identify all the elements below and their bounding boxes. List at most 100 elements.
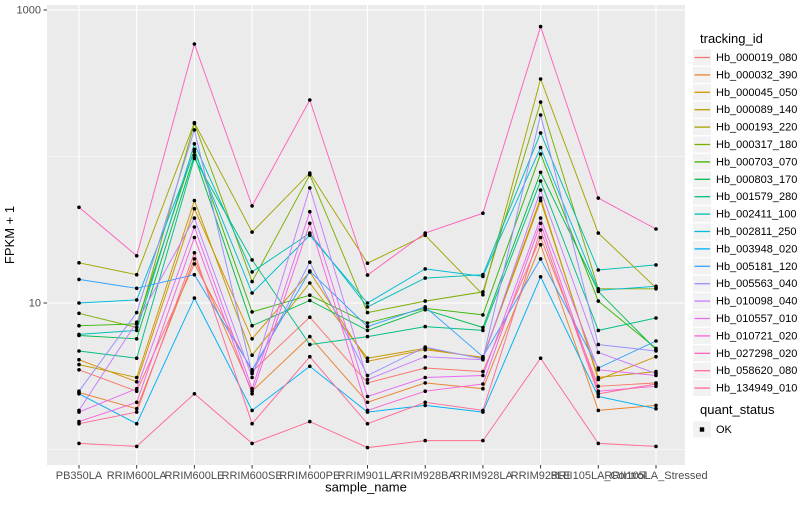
data-point	[134, 254, 139, 258]
data-point	[481, 328, 485, 333]
data-point	[365, 301, 370, 305]
data-point	[596, 375, 601, 380]
data-point	[538, 113, 543, 117]
data-point	[134, 380, 139, 384]
data-point	[192, 206, 197, 211]
data-point	[308, 260, 312, 265]
legend-item-Hb_010721_020: Hb_010721_020	[693, 327, 797, 344]
data-point	[134, 400, 139, 405]
data-point	[365, 328, 370, 333]
data-point	[423, 345, 428, 349]
data-point	[250, 310, 254, 314]
data-point	[596, 299, 601, 303]
data-point	[250, 291, 254, 295]
legend-item-label: Hb_001579_280	[716, 191, 797, 203]
data-point	[250, 230, 254, 234]
data-point	[308, 334, 312, 339]
data-point	[538, 275, 543, 279]
data-point	[250, 258, 254, 262]
data-point	[481, 274, 485, 279]
legend-item-Hb_005181_120: Hb_005181_120	[693, 258, 797, 275]
data-point	[77, 389, 81, 394]
data-point	[192, 257, 197, 261]
data-point	[654, 287, 658, 291]
data-point	[481, 325, 485, 330]
data-point	[77, 410, 81, 414]
data-point	[192, 296, 197, 300]
data-point	[308, 293, 312, 298]
data-point	[250, 408, 254, 413]
data-point	[192, 225, 197, 229]
legend-item-Hb_000317_180: Hb_000317_180	[693, 136, 797, 153]
data-point	[654, 444, 658, 449]
data-point	[192, 128, 197, 132]
data-point	[365, 445, 370, 450]
data-point	[77, 311, 81, 316]
x-tick-label: RRIM600LA	[107, 470, 168, 482]
data-point	[423, 276, 428, 280]
data-point	[365, 324, 370, 329]
data-point	[538, 228, 543, 232]
legend-item-label: Hb_010721_020	[716, 330, 797, 342]
data-points	[77, 24, 658, 450]
legend-item-label: Hb_000803_170	[716, 174, 797, 186]
data-point	[538, 152, 543, 156]
data-point	[192, 42, 197, 46]
data-point	[250, 337, 254, 341]
quant-status-label: OK	[716, 424, 733, 436]
data-point	[481, 292, 485, 297]
data-point	[365, 421, 370, 426]
legend-item-Hb_003948_020: Hb_003948_020	[693, 240, 797, 257]
data-point	[481, 386, 485, 391]
data-point	[365, 310, 370, 315]
data-point	[250, 389, 254, 394]
data-point	[134, 325, 139, 330]
data-point	[654, 403, 658, 408]
data-point	[77, 323, 81, 328]
data-point	[77, 332, 81, 337]
data-point	[134, 421, 139, 426]
legend-item-label: Hb_005563_040	[716, 278, 797, 290]
data-point	[596, 389, 601, 394]
data-point	[481, 313, 485, 317]
data-point	[77, 301, 81, 305]
data-point	[365, 408, 370, 413]
x-axis-title: sample_name	[325, 480, 407, 495]
data-point	[134, 356, 139, 361]
data-point	[596, 368, 601, 372]
data-point	[596, 350, 601, 355]
data-point	[538, 221, 543, 226]
data-point	[481, 408, 485, 413]
data-point	[365, 356, 370, 361]
x-tick-label: RRIM600PE	[279, 470, 340, 482]
data-point	[596, 196, 601, 200]
data-point	[481, 357, 485, 362]
y-axis-title: FPKM + 1	[2, 206, 17, 264]
data-point	[423, 299, 428, 303]
x-tick-label: RRIM600SE	[222, 470, 283, 482]
x-tick-label: RRII105LA_Stressed	[604, 470, 707, 482]
data-point	[596, 394, 601, 399]
data-point	[481, 211, 485, 215]
data-point	[481, 373, 485, 378]
legend-item-label: Hb_000089_140	[716, 104, 797, 116]
data-point	[423, 389, 428, 394]
minor-gridlines	[47, 156, 685, 450]
legend-tracking-id: tracking_id Hb_000019_080 Hb_000032_390 Hb_…	[693, 31, 797, 397]
data-point	[250, 279, 254, 284]
data-point	[77, 349, 81, 353]
legend-item-label: Hb_000193_220	[716, 122, 797, 134]
data-point	[538, 77, 543, 81]
data-point	[134, 272, 139, 277]
data-point	[654, 339, 658, 343]
data-point	[192, 392, 197, 396]
data-point	[250, 270, 254, 274]
legend-item-Hb_058620_080: Hb_058620_080	[693, 362, 797, 379]
data-point	[250, 375, 254, 380]
data-point	[538, 145, 543, 150]
legend-item-label: Hb_000032_390	[716, 69, 797, 81]
data-point	[308, 269, 312, 273]
data-point	[365, 400, 370, 405]
legend-item-Hb_000045_050: Hb_000045_050	[693, 84, 797, 101]
data-point	[77, 261, 81, 265]
